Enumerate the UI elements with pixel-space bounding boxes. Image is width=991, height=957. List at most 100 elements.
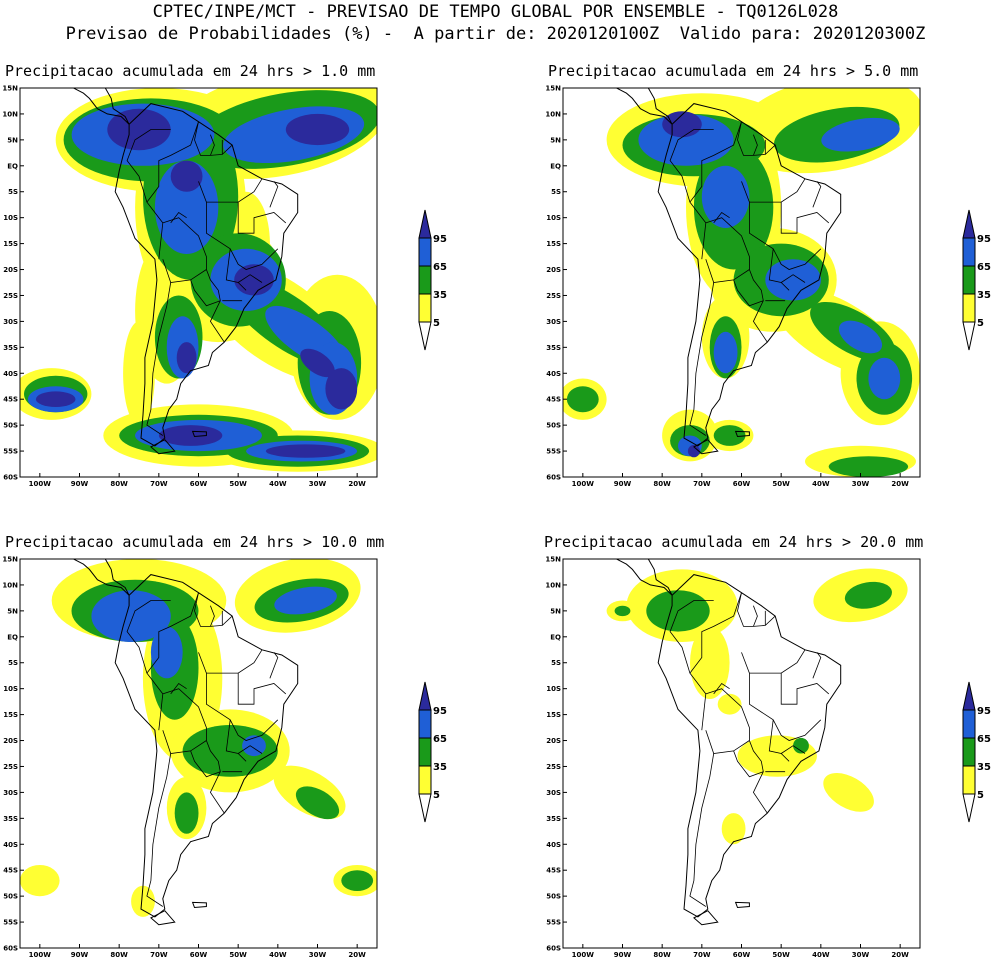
lat-tick-label: 20S bbox=[546, 266, 561, 274]
lat-tick-label: 35S bbox=[3, 815, 18, 823]
colorbar-label: 65 bbox=[433, 734, 447, 745]
border-line bbox=[237, 274, 263, 283]
lat-tick-label: 20S bbox=[3, 737, 18, 745]
lon-tick-label: 50W bbox=[229, 480, 247, 488]
lat-tick-label: 45S bbox=[3, 867, 18, 875]
lat-tick-label: 35S bbox=[3, 344, 18, 352]
colorbar-segment bbox=[962, 709, 976, 739]
prob-area-c95 bbox=[325, 368, 358, 410]
lat-tick-label: 5S bbox=[8, 659, 18, 667]
prob-area-c65 bbox=[91, 590, 171, 642]
prob-area-c65 bbox=[821, 117, 900, 152]
border-line bbox=[162, 259, 207, 283]
panel-4-colorbar: 95 65 35 5 bbox=[962, 681, 991, 823]
lat-tick-label: 60S bbox=[3, 474, 18, 482]
lat-tick-label: 15N bbox=[2, 85, 18, 93]
lat-tick-label: 10N bbox=[2, 581, 18, 589]
colorbar-bottom-arrow bbox=[418, 793, 432, 823]
colorbar-label: 95 bbox=[433, 234, 447, 245]
lat-tick-label: 25S bbox=[3, 292, 18, 300]
lat-tick-label: 60S bbox=[3, 945, 18, 953]
lat-tick-label: 40S bbox=[546, 370, 561, 378]
precip-field bbox=[606, 568, 908, 845]
lat-tick-label: 20S bbox=[546, 737, 561, 745]
prob-area-c5 bbox=[823, 773, 874, 812]
lat-tick-label: 15N bbox=[545, 556, 561, 564]
border-line bbox=[170, 211, 187, 224]
colorbar-label: 95 bbox=[977, 706, 991, 717]
lat-tick-label: 15S bbox=[3, 240, 18, 248]
prob-area-c95 bbox=[687, 444, 700, 458]
border-line bbox=[733, 279, 764, 307]
border-line bbox=[162, 730, 207, 754]
lat-tick-label: 55S bbox=[3, 448, 18, 456]
prob-area-c65 bbox=[765, 259, 821, 301]
lat-tick-label: 5N bbox=[7, 136, 18, 144]
prob-area-c35 bbox=[713, 425, 746, 446]
colorbar-segment bbox=[962, 293, 976, 323]
border-line bbox=[780, 673, 830, 705]
lat-tick-label: 10S bbox=[546, 214, 561, 222]
coastlines bbox=[615, 88, 842, 455]
colorbar-label: 5 bbox=[977, 318, 984, 329]
colorbar-bottom-arrow bbox=[962, 793, 976, 823]
prob-area-c65 bbox=[242, 735, 266, 757]
lat-tick-label: 45S bbox=[3, 396, 18, 404]
border-line bbox=[162, 217, 225, 343]
prob-area-c65 bbox=[274, 586, 337, 615]
border-line bbox=[206, 673, 279, 741]
prob-area-c5 bbox=[20, 865, 60, 897]
lon-tick-label: 90W bbox=[614, 480, 632, 488]
precip-field bbox=[20, 559, 377, 917]
border-line bbox=[190, 750, 221, 778]
border-line bbox=[269, 181, 279, 208]
landmass-outline bbox=[191, 901, 207, 909]
lon-tick-label: 40W bbox=[812, 951, 830, 957]
border-line bbox=[812, 181, 822, 208]
border-line bbox=[689, 592, 742, 731]
lat-tick-label: EQ bbox=[550, 162, 561, 170]
lon-tick-label: 60W bbox=[733, 480, 751, 488]
border-line bbox=[206, 649, 263, 674]
border-line bbox=[146, 753, 172, 907]
lat-tick-label: 30S bbox=[546, 789, 561, 797]
border-line bbox=[753, 605, 758, 627]
prob-area-c35 bbox=[793, 737, 809, 754]
lat-tick-label: 5N bbox=[550, 607, 561, 615]
border-line bbox=[126, 600, 171, 674]
colorbar-segment bbox=[962, 265, 976, 295]
border-line bbox=[749, 649, 806, 674]
border-line bbox=[194, 121, 233, 156]
lon-tick-label: 70W bbox=[693, 951, 711, 957]
lat-tick-label: 40S bbox=[3, 841, 18, 849]
border-line bbox=[741, 652, 750, 674]
lat-tick-label: 15S bbox=[546, 240, 561, 248]
lat-tick-label: 50S bbox=[546, 422, 561, 430]
prob-area-c95 bbox=[158, 425, 223, 446]
border-line bbox=[705, 688, 768, 814]
panel-2-map: 15N 10N 5N EQ 5S 10S 15S 20S 25S 30S 35S 40S 45S 50S 5… bbox=[545, 85, 921, 488]
prob-area-c95 bbox=[285, 113, 350, 146]
prob-area-c5 bbox=[721, 813, 746, 845]
colorbar-segment bbox=[962, 737, 976, 767]
colorbar-top-arrow bbox=[962, 209, 976, 239]
border-line bbox=[126, 129, 171, 203]
border-line bbox=[269, 652, 279, 679]
lon-tick-label: 30W bbox=[852, 480, 870, 488]
lat-tick-label: EQ bbox=[7, 162, 18, 170]
border-line bbox=[737, 121, 776, 156]
lat-tick-label: 10N bbox=[545, 110, 561, 118]
lat-tick-label: 40S bbox=[3, 370, 18, 378]
landmass-outline bbox=[114, 574, 299, 918]
border-line bbox=[206, 178, 263, 203]
lon-tick-label: 70W bbox=[693, 480, 711, 488]
prob-area-c35 bbox=[174, 792, 199, 834]
header-subtitle: Previsao de Probabilidades (%) - A parti… bbox=[65, 24, 926, 44]
landmass-outline bbox=[734, 901, 750, 909]
prob-area-c95 bbox=[35, 391, 76, 408]
lat-tick-label: 40S bbox=[546, 841, 561, 849]
landmass-outline bbox=[191, 430, 207, 438]
lat-tick-label: 50S bbox=[546, 893, 561, 901]
lat-tick-label: 30S bbox=[3, 318, 18, 326]
border-line bbox=[669, 129, 714, 203]
